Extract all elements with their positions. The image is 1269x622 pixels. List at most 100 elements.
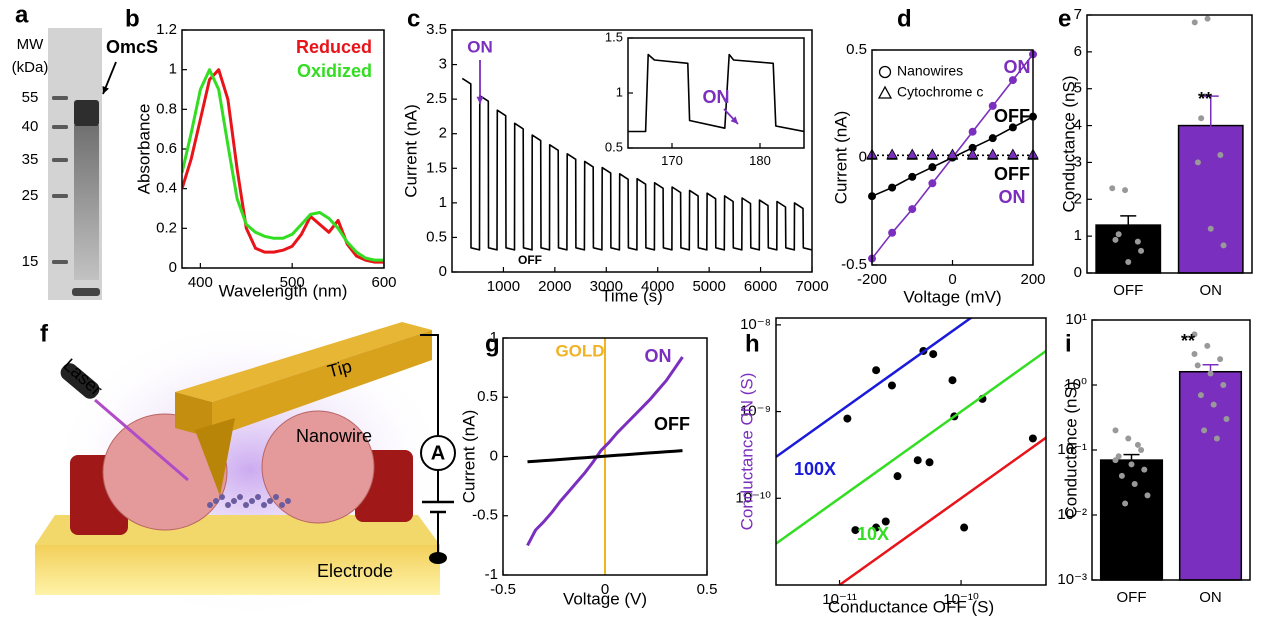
cantilever-front xyxy=(175,392,212,438)
heme xyxy=(207,502,213,508)
x-tick-label: 0 xyxy=(948,271,956,288)
series-label: 10X xyxy=(857,524,889,544)
plot-frame xyxy=(451,29,813,273)
panel-letter: e xyxy=(1058,5,1071,32)
arrow-head xyxy=(476,96,484,104)
panel-letter: f xyxy=(40,320,49,347)
x-tick-label: ON xyxy=(1199,589,1222,606)
annotation: OFF xyxy=(518,253,542,267)
y-axis-title: Conductance (nS) xyxy=(1061,381,1080,518)
annotation: OmcS xyxy=(106,37,158,57)
x-tick-label: 600 xyxy=(371,274,396,291)
plot-frame xyxy=(181,29,385,269)
heme xyxy=(225,502,231,508)
series-label: Reduced xyxy=(296,37,372,57)
x-tick-label: 6000 xyxy=(744,278,777,295)
panel-letter: h xyxy=(745,330,760,357)
annotation: ** xyxy=(1181,331,1195,351)
diagram-label: A xyxy=(431,442,445,464)
ladder-band xyxy=(52,158,68,162)
series-label: OFF xyxy=(994,164,1030,184)
data-point xyxy=(925,458,934,467)
x-tick-label: 200 xyxy=(1020,271,1045,288)
ladder-band xyxy=(52,125,68,129)
y-tick-label: 4 xyxy=(1074,117,1082,134)
data-point xyxy=(888,228,897,237)
data-point xyxy=(906,148,918,159)
data-point xyxy=(1008,123,1017,132)
x-tick-label: 3000 xyxy=(590,278,623,295)
series-line xyxy=(776,318,973,458)
ladder-band xyxy=(52,194,68,198)
plot-frame xyxy=(502,337,708,576)
series-line xyxy=(182,68,384,262)
panel-letter: d xyxy=(897,5,912,32)
y-tick-label: 1.5 xyxy=(426,159,447,176)
data-point xyxy=(1115,231,1122,238)
y-tick-label: 0 xyxy=(490,447,498,464)
x-tick-label: 10⁻¹⁰ xyxy=(943,591,979,608)
data-point xyxy=(1207,370,1214,377)
diagram-label: Electrode xyxy=(317,561,393,581)
data-point xyxy=(1122,500,1129,507)
y-tick-label: 10¹ xyxy=(1065,311,1087,328)
series-label: ON xyxy=(1004,57,1031,77)
data-point xyxy=(1191,331,1198,338)
y-tick-label: 1 xyxy=(439,194,447,211)
gel-lane-smear xyxy=(74,125,99,280)
data-point xyxy=(886,148,898,159)
data-point xyxy=(1112,236,1119,243)
y-tick-label: 10⁻³ xyxy=(1057,571,1087,588)
data-point xyxy=(1134,441,1141,448)
series-label: 100X xyxy=(794,459,836,479)
data-point xyxy=(1144,492,1151,499)
data-point xyxy=(908,172,917,181)
data-point xyxy=(1197,392,1204,399)
plot-frame xyxy=(1091,319,1251,581)
series-line xyxy=(628,53,804,133)
y-tick-label: 0.5 xyxy=(477,388,498,405)
data-point xyxy=(1194,362,1201,369)
y-tick-label: 2 xyxy=(439,125,447,142)
data-point xyxy=(1138,447,1145,453)
annotation: ON xyxy=(703,87,730,107)
y-tick-label: 7 xyxy=(1074,6,1082,23)
y-tick-label: 1.5 xyxy=(605,29,623,44)
data-point xyxy=(1207,225,1214,232)
legend-label: Nanowires xyxy=(897,63,963,79)
x-tick-label: 10⁻¹¹ xyxy=(822,591,857,608)
y-tick-label: 2 xyxy=(1074,190,1082,207)
y-tick-label: 1.2 xyxy=(156,21,177,38)
data-point xyxy=(872,523,881,532)
reference-label: GOLD xyxy=(555,341,604,360)
annotation: ** xyxy=(1198,89,1212,109)
heme xyxy=(285,498,291,504)
y-tick-label: 0.5 xyxy=(846,41,867,58)
data-point xyxy=(887,381,896,390)
x-tick-label: 1000 xyxy=(487,278,520,295)
ladder-band xyxy=(52,260,68,264)
x-tick-label: 0.5 xyxy=(697,581,718,598)
heme xyxy=(231,498,237,504)
y-tick-label: 1 xyxy=(169,61,177,78)
data-point xyxy=(968,143,977,152)
data-point xyxy=(948,376,957,385)
ladder-band xyxy=(52,96,68,100)
laser-beam xyxy=(94,398,189,482)
ladder-label: 55 xyxy=(22,89,39,106)
ladder-label: 35 xyxy=(22,151,39,168)
panel-letter: b xyxy=(125,5,140,32)
series-label: Oxidized xyxy=(297,61,372,81)
heme xyxy=(261,502,267,508)
x-axis-title: Voltage (V) xyxy=(563,589,647,608)
x-axis-title: Conductance OFF (S) xyxy=(828,597,994,616)
y-tick-label: 0.2 xyxy=(156,219,177,236)
y-tick-label: 6 xyxy=(1074,43,1082,60)
y-tick-label: 5 xyxy=(1074,80,1082,97)
x-tick-label: -0.5 xyxy=(490,581,516,598)
heme xyxy=(273,494,279,500)
data-point xyxy=(987,148,999,159)
data-point xyxy=(960,523,969,532)
data-point xyxy=(1194,159,1201,166)
data-point xyxy=(1134,238,1141,245)
